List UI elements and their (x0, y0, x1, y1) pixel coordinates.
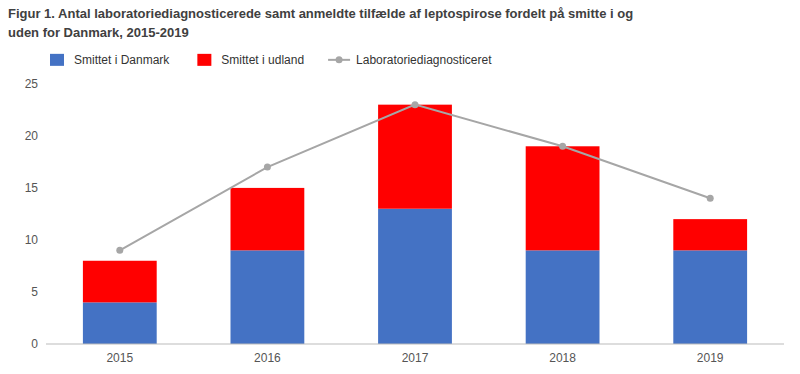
x-tick-label: 2018 (549, 351, 576, 365)
bar (83, 302, 157, 344)
line-marker (707, 195, 714, 202)
bar (83, 261, 157, 303)
legend-label: Laboratoriediagnosticeret (356, 53, 492, 67)
y-tick-label: 20 (25, 129, 39, 143)
bar (673, 250, 747, 344)
y-tick-label: 15 (25, 181, 39, 195)
line-marker (559, 143, 566, 150)
legend-marker (336, 56, 343, 63)
legend-label: Smittet i Danmark (74, 53, 170, 67)
title-line: uden for Danmark, 2015-2019 (8, 25, 189, 40)
bar (526, 250, 600, 344)
line-marker (264, 164, 271, 171)
bar (378, 209, 452, 344)
plot-area (83, 101, 747, 344)
legend-label: Smittet i udland (221, 53, 304, 67)
legend-item: Smittet i Danmark (50, 53, 170, 67)
legend-swatch (197, 54, 211, 66)
bar (378, 105, 452, 209)
chart: Figur 1. Antal laboratoriediagnosticered… (0, 0, 800, 374)
title: Figur 1. Antal laboratoriediagnosticered… (8, 6, 633, 40)
legend-swatch (50, 54, 64, 66)
bar (526, 146, 600, 250)
y-tick-label: 10 (25, 233, 39, 247)
x-tick-label: 2016 (254, 351, 281, 365)
legend-item: Smittet i udland (197, 53, 304, 67)
line-marker (412, 101, 419, 108)
x-tick-label: 2019 (697, 351, 724, 365)
bar (231, 250, 305, 344)
title-line: Figur 1. Antal laboratoriediagnosticered… (8, 6, 633, 21)
x-tick-label: 2017 (402, 351, 429, 365)
bar (231, 188, 305, 250)
x-axis-line (46, 344, 784, 345)
legend-item: Laboratoriediagnosticeret (328, 53, 492, 67)
line-marker (116, 247, 123, 254)
line (120, 105, 710, 251)
bar (673, 219, 747, 250)
y-tick-label: 25 (25, 77, 39, 91)
x-tick-label: 2015 (106, 351, 133, 365)
y-tick-label: 0 (31, 337, 38, 351)
legend: Smittet i Danmark Smittet i udland Laborat… (50, 53, 492, 67)
y-tick-label: 5 (31, 285, 38, 299)
